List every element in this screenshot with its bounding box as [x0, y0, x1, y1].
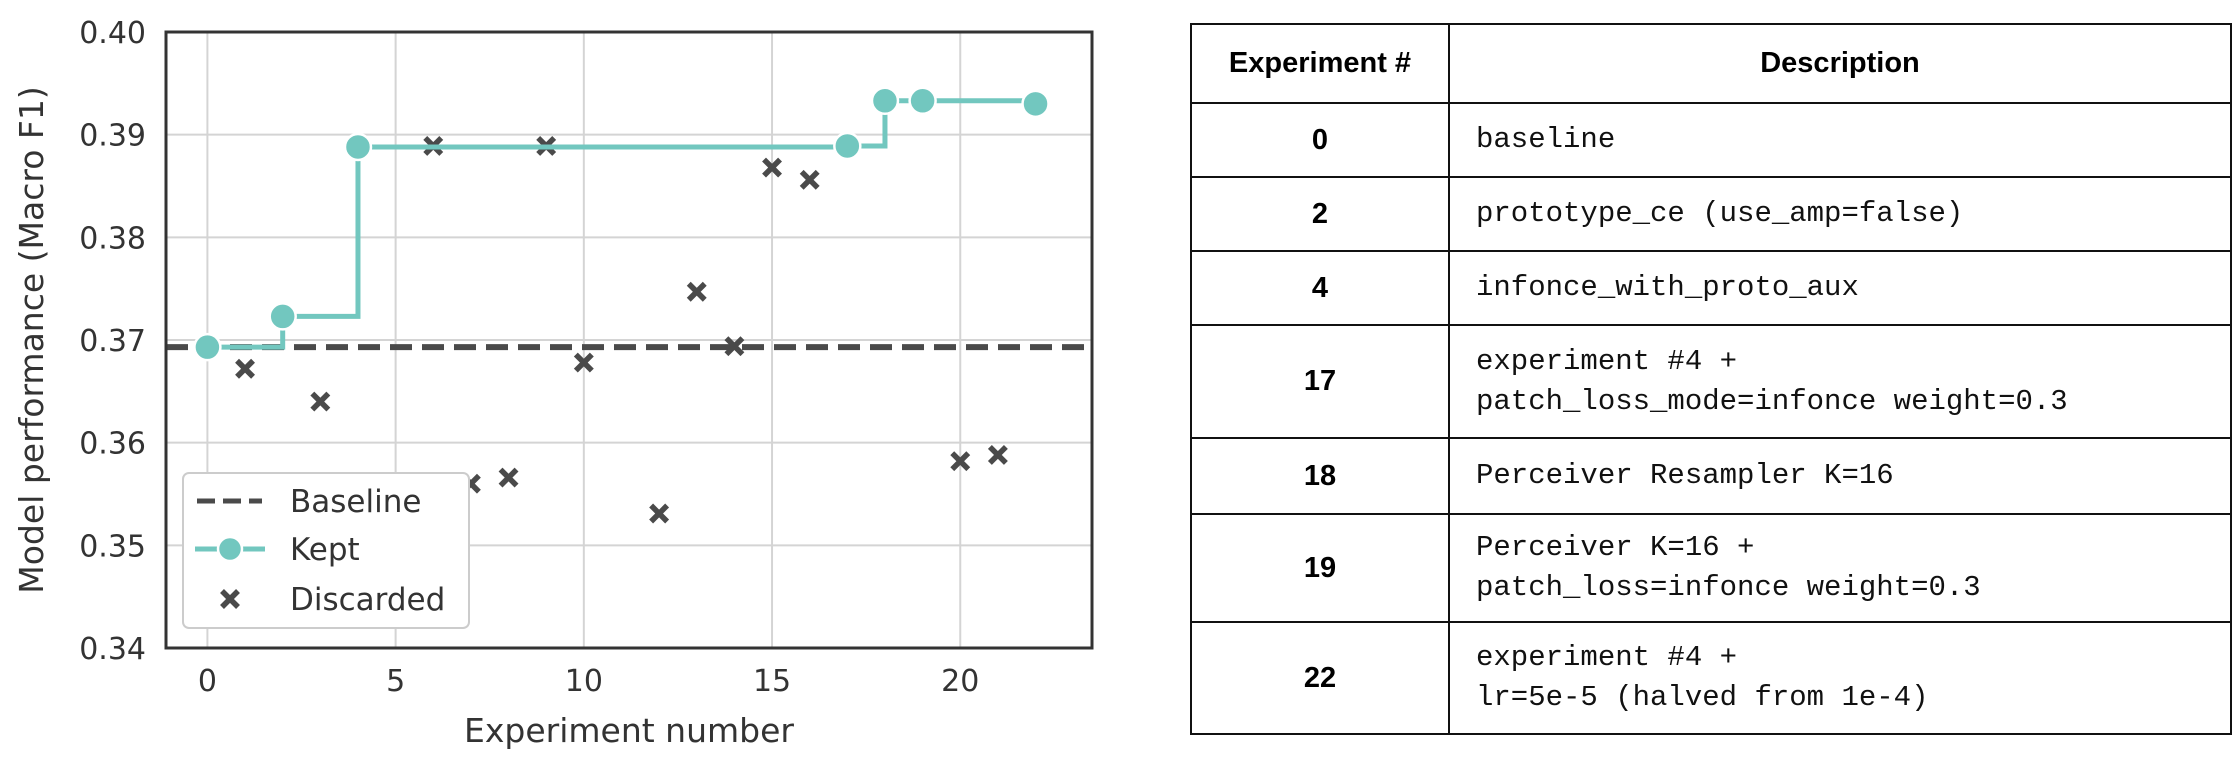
kept-step-line	[207, 98, 1039, 350]
legend-kept-swatch-marker	[216, 535, 244, 563]
experiment-description: experiment #4 + lr=5e-5 (halved from 1e-…	[1448, 621, 2232, 735]
experiment-table: Experiment # Description 0 baseline 2 pr…	[1190, 23, 2232, 735]
legend-box	[182, 472, 470, 629]
experiment-number: 18	[1190, 437, 1450, 515]
y-tick-label: 0.39	[79, 119, 146, 154]
y-tick-label: 0.34	[79, 632, 146, 667]
table-row: 4 infonce_with_proto_aux	[1190, 250, 2232, 326]
experiment-description: Perceiver Resampler K=16	[1448, 437, 2232, 515]
y-tick-label: 0.40	[79, 16, 146, 51]
discarded-point	[987, 445, 1008, 465]
discarded-series	[235, 136, 1008, 524]
kept-point	[268, 302, 297, 331]
x-tick-label: 0	[198, 664, 217, 699]
x-tick-label: 20	[941, 664, 979, 699]
table-row: 22 experiment #4 + lr=5e-5 (halved from …	[1190, 621, 2232, 735]
table-row: 0 baseline	[1190, 102, 2232, 178]
experiment-number: 22	[1190, 621, 1450, 735]
y-tick-label: 0.38	[79, 221, 146, 256]
experiment-number: 4	[1190, 250, 1450, 326]
y-axis-label: Model performance (Macro F1)	[12, 86, 51, 594]
discarded-point	[799, 169, 820, 190]
experiment-chart: 0 5 10 15 20 0.34 0.35 0.36 0.37 0.38 0.39 0.40 Exp…	[12, 16, 1094, 750]
kept-point	[870, 86, 900, 116]
table-row: 19 Perceiver K=16 + patch_loss=infonce w…	[1190, 513, 2232, 623]
experiment-number: 2	[1190, 176, 1450, 252]
experiment-description: baseline	[1448, 102, 2232, 178]
kept-series	[193, 86, 1050, 362]
discarded-point	[762, 157, 782, 178]
legend: Baseline Kept Discarded	[182, 472, 470, 629]
table-header-row: Experiment # Description	[1190, 23, 2232, 104]
x-axis-label: Experiment number	[464, 711, 794, 750]
x-tick-label: 15	[753, 664, 791, 699]
table-row: 2 prototype_ce (use_amp=false)	[1190, 176, 2232, 252]
y-tick-label: 0.37	[79, 324, 146, 359]
experiment-description: experiment #4 + patch_loss_mode=infonce …	[1448, 324, 2232, 439]
y-tick-label: 0.36	[79, 427, 146, 462]
discarded-point	[498, 467, 519, 488]
experiment-number: 19	[1190, 513, 1450, 623]
discarded-point	[686, 281, 707, 302]
kept-point	[1021, 89, 1050, 119]
legend-discarded-swatch	[220, 589, 240, 609]
discarded-point	[235, 358, 255, 379]
discarded-point	[950, 451, 971, 472]
discarded-point	[649, 503, 670, 524]
column-header-description: Description	[1448, 23, 2232, 104]
y-tick-label: 0.35	[79, 529, 146, 564]
kept-point	[908, 86, 937, 116]
kept-point	[833, 131, 862, 161]
table-row: 18 Perceiver Resampler K=16	[1190, 437, 2232, 515]
tick-labels: 0 5 10 15 20 0.34 0.35 0.36 0.37 0.38 0.39 0.40	[79, 16, 979, 699]
discarded-point	[573, 352, 594, 373]
discarded-point	[310, 391, 331, 412]
x-tick-label: 10	[565, 664, 603, 699]
legend-kept-label: Kept	[290, 532, 360, 568]
kept-point	[193, 332, 222, 362]
experiment-number: 17	[1190, 324, 1450, 439]
table-row: 17 experiment #4 + patch_loss_mode=infon…	[1190, 324, 2232, 439]
legend-baseline-label: Baseline	[290, 484, 421, 520]
experiment-description: infonce_with_proto_aux	[1448, 250, 2232, 326]
x-tick-label: 5	[386, 664, 405, 699]
experiment-number: 0	[1190, 102, 1450, 178]
experiment-description: prototype_ce (use_amp=false)	[1448, 176, 2232, 252]
kept-point	[343, 132, 373, 162]
discarded-point	[724, 336, 745, 357]
column-header-experiment: Experiment #	[1190, 23, 1450, 104]
experiment-description: Perceiver K=16 + patch_loss=infonce weig…	[1448, 513, 2232, 623]
legend-discarded-label: Discarded	[290, 582, 445, 618]
plot-frame	[164, 30, 1094, 650]
